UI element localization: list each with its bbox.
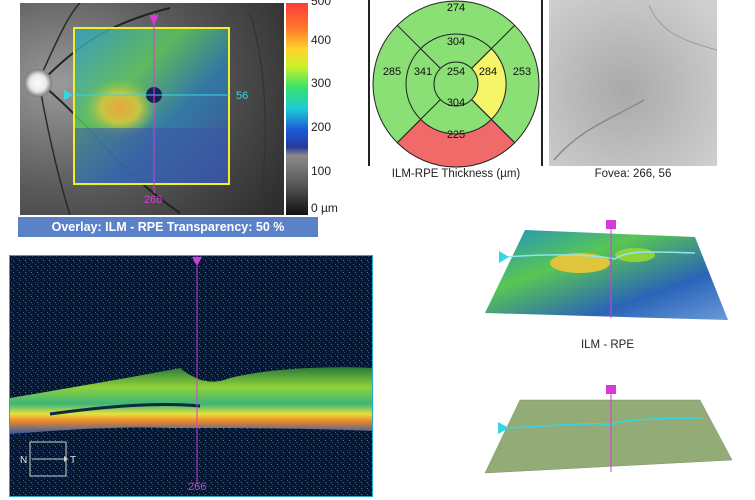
thickness-nasal-inner: 284 [479,66,497,78]
thickness-colorbar [286,3,308,215]
overlay-banner[interactable]: Overlay: ILM - RPE Transparency: 50 % [18,217,318,237]
vertical-scan-marker-icon [149,15,159,25]
temporal-label: T [70,455,76,466]
thickness-center: 254 [447,66,465,78]
etdrs-svg: 274 304 285 341 254 284 253 304 225 [372,0,540,168]
scan-v-label: 266 [144,194,162,206]
colorbar-label-200: 200 [311,120,332,134]
scan-h-label: 56 [236,90,248,102]
fovea-svg [549,0,717,166]
surface-rpe-svg [484,385,733,474]
surface-ilm-svg [485,220,728,320]
fovea-caption: Fovea: 266, 56 [594,168,672,180]
fovea-image[interactable] [549,0,717,166]
surface-3d-rpe[interactable] [480,380,735,480]
colorbar-label-300: 300 [311,76,332,90]
colorbar-label-100: 100 [311,164,332,178]
surface-ilm-h-marker-icon [499,251,509,263]
surface-rpe-h-marker-icon [498,422,509,434]
divider [368,0,370,166]
thickness-map-caption: ILM-RPE Thickness (µm) [391,168,521,180]
colorbar-label-0: 0 µm [311,201,338,215]
thickness-temporal-outer: 285 [383,66,401,78]
bscan-position-marker-icon [192,257,202,266]
thickness-nasal-outer: 253 [513,66,531,78]
thickness-superior-outer: 274 [447,2,465,14]
fundus-svg: 56 266 [20,3,284,215]
thickness-inferior-inner: 304 [447,97,465,109]
ilm-rpe-caption: ILM - RPE [580,339,635,351]
thickness-inferior-outer: 225 [447,129,465,141]
oct-bscan[interactable]: N T 266 [9,255,373,497]
orientation-arrow-icon [64,456,68,462]
thickness-superior-inner: 304 [447,36,465,48]
thickness-temporal-inner: 341 [414,66,432,78]
surface-3d-ilm-rpe[interactable] [485,215,730,330]
colorbar-label-400: 400 [311,33,332,47]
horizontal-scan-marker-icon [64,90,73,100]
etdrs-thickness-map[interactable]: 274 304 285 341 254 284 253 304 225 [372,0,540,168]
surface-ilm-v-marker-icon [606,220,616,229]
bscan-svg: N T 266 [10,256,372,496]
surface-rpe-v-marker-icon [606,385,616,394]
optic-disc [24,69,52,97]
divider [541,0,543,166]
nasal-label: N [20,455,27,466]
colorbar-label-500: 500 [311,0,332,8]
fundus-image[interactable]: 56 266 [20,3,284,215]
bscan-position-label: 266 [188,481,206,493]
